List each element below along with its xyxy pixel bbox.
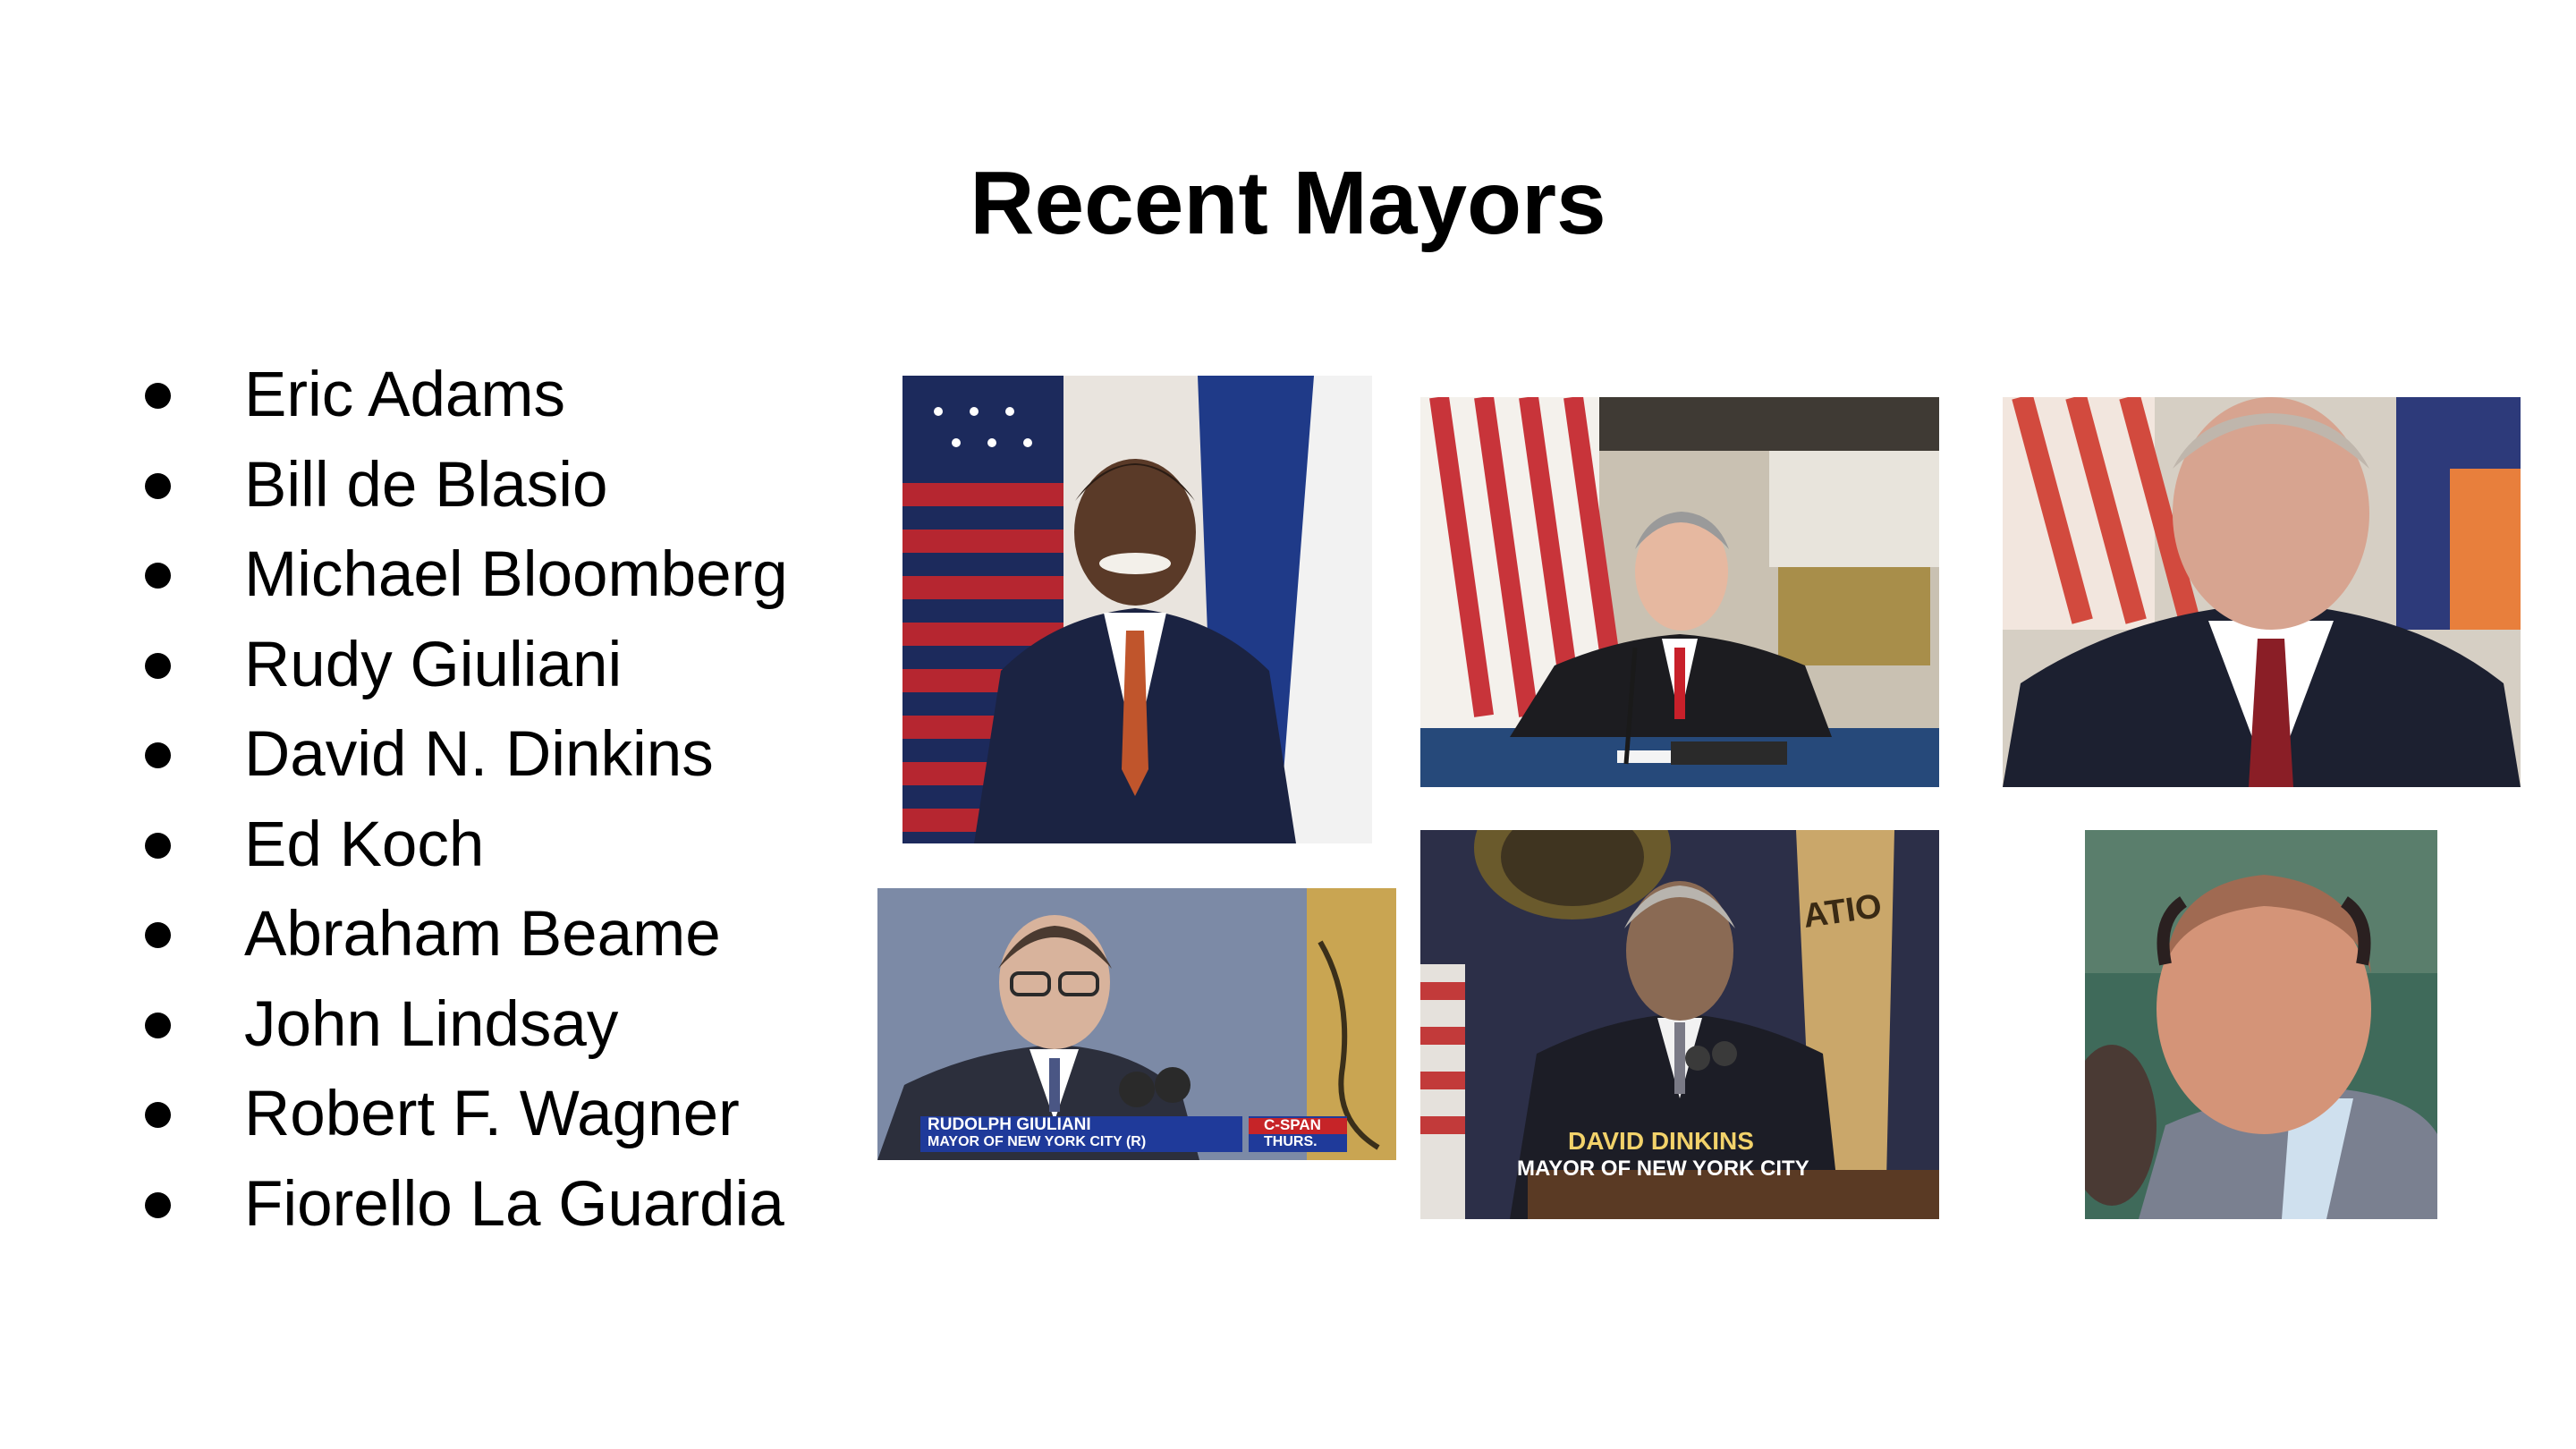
- photo-bill-de-blasio: [1420, 397, 1939, 787]
- giuliani-caption-name: RUDOLPH GIULIANI: [928, 1115, 1091, 1134]
- giuliani-day-label: THURS.: [1264, 1134, 1318, 1149]
- dinkins-caption-name: DAVID DINKINS: [1568, 1127, 1754, 1155]
- mayor-name: David N. Dinkins: [244, 719, 714, 790]
- photo-rudy-giuliani: RUDOLPH GIULIANI MAYOR OF NEW YORK CITY …: [877, 888, 1396, 1160]
- mayor-name: John Lindsay: [244, 988, 619, 1060]
- mayor-name: Ed Koch: [244, 809, 485, 880]
- bullet-icon: [145, 742, 171, 768]
- mayor-name: Bill de Blasio: [244, 449, 608, 521]
- slide-title: Recent Mayors: [970, 153, 1606, 253]
- bullet-icon: [145, 652, 171, 679]
- mayor-name: Michael Bloomberg: [244, 539, 788, 610]
- bullet-icon: [145, 832, 171, 859]
- mayor-name: Rudy Giuliani: [244, 629, 623, 700]
- bullet-icon: [145, 1102, 171, 1128]
- giuliani-caption-title: MAYOR OF NEW YORK CITY (R): [928, 1134, 1147, 1149]
- mayor-name: Robert F. Wagner: [244, 1079, 740, 1149]
- mayor-name: Fiorello La Guardia: [244, 1168, 784, 1240]
- photo-david-dinkins: ATIO DAVID DINKINS MAYOR OF NEW YORK CIT…: [1420, 830, 1939, 1219]
- dinkins-caption-title: MAYOR OF NEW YORK CITY: [1517, 1157, 1809, 1181]
- bullet-icon: [145, 472, 171, 499]
- bullet-icon: [145, 383, 171, 409]
- bullet-icon: [145, 563, 171, 589]
- bullet-icon: [145, 1191, 171, 1218]
- photo-eric-adams: [902, 376, 1372, 843]
- giuliani-network-label: C-SPAN: [1264, 1116, 1321, 1133]
- bullet-icon: [145, 1012, 171, 1038]
- photo-michael-bloomberg: [2003, 397, 2521, 787]
- mayor-name: Abraham Beame: [244, 899, 721, 970]
- mayor-name: Eric Adams: [244, 360, 566, 430]
- photo-ed-koch: [2085, 830, 2437, 1219]
- bullet-icon: [145, 922, 171, 948]
